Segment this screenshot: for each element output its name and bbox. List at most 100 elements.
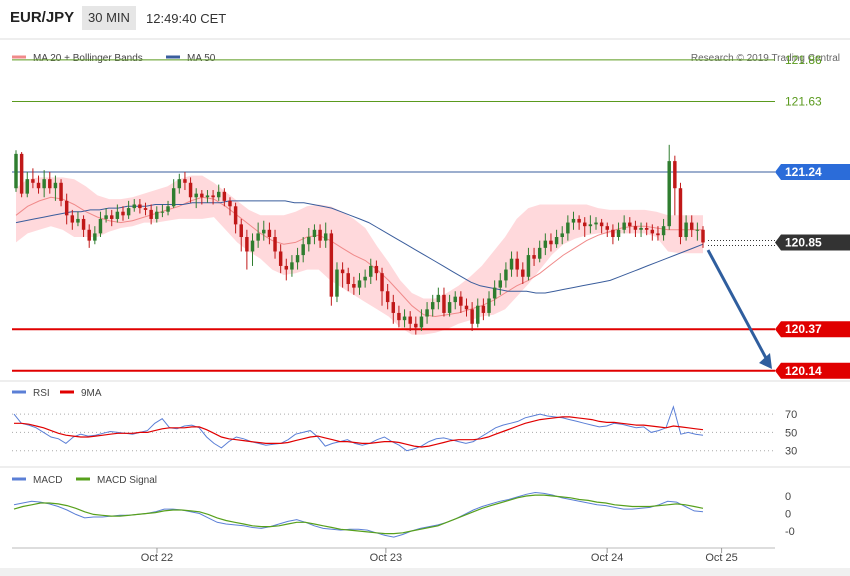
candle-body [639, 227, 643, 230]
macd-legend-label: MACD [33, 475, 62, 486]
candle-body [104, 215, 108, 219]
rsi-line [13, 405, 704, 452]
candle-body [59, 182, 63, 201]
rsi-tick-label: 50 [785, 427, 797, 439]
candle-body [402, 316, 407, 321]
candle-body [594, 222, 598, 225]
candle-body [588, 224, 593, 227]
candle-body [19, 153, 24, 194]
candle-body [93, 233, 97, 241]
candle-body [256, 233, 260, 241]
candle-body [470, 309, 474, 324]
candle-body [228, 200, 232, 207]
candle-body [695, 229, 700, 231]
macd-legend-label: MACD Signal [97, 475, 157, 486]
candle-body [363, 276, 367, 281]
candle-body [357, 280, 362, 288]
candle-body [476, 305, 480, 324]
candle-body [487, 298, 491, 313]
price-legend-label: MA 20 + Bollinger Bands [33, 53, 143, 64]
ma50-price-tag [775, 163, 850, 180]
last-price-tag [775, 234, 850, 251]
candle-body [36, 182, 41, 189]
candle-body [633, 226, 638, 230]
candle-body [278, 251, 283, 266]
target-price-label: 121.86 [785, 53, 822, 67]
candle-body [109, 215, 114, 219]
candle-body [436, 294, 441, 303]
candle-body [188, 182, 193, 198]
candle-body [481, 305, 486, 313]
candle-body [560, 233, 564, 238]
candle-body [126, 208, 131, 216]
candle-body [414, 323, 418, 328]
candle-body [498, 280, 503, 288]
horizontal-scrollbar[interactable] [0, 568, 850, 576]
candle-body [430, 302, 435, 310]
timeframe-selector[interactable]: 30 MIN [82, 6, 136, 30]
candle-body [53, 182, 58, 189]
candle-body [459, 296, 463, 306]
candle-body [239, 224, 243, 238]
candle-body [155, 211, 159, 219]
candle-body [171, 188, 176, 207]
price-legend-label: MA 50 [187, 53, 216, 64]
candle-body [138, 204, 142, 209]
candle-body [295, 255, 300, 263]
forecast-arrow-shaft [706, 249, 769, 361]
candle-body [408, 316, 412, 324]
candle-body [690, 222, 694, 230]
candle-body [566, 222, 570, 234]
candle-body [616, 229, 621, 238]
macd-tick-label: 0 [785, 491, 791, 503]
candle-body [543, 240, 548, 248]
ma20-line [15, 196, 703, 318]
candle-body [81, 218, 86, 230]
candle-body [312, 229, 317, 238]
candle-body [183, 179, 187, 183]
candle-body [301, 244, 305, 256]
candle-body [200, 193, 204, 198]
candle-body [245, 237, 249, 252]
ma50-line [15, 200, 704, 294]
rsi-tick-label: 30 [785, 446, 797, 458]
candle-body [177, 179, 182, 189]
last-price-label: 120.85 [785, 235, 822, 249]
target-price-label: 121.63 [785, 94, 822, 108]
x-axis-label: Oct 23 [370, 552, 402, 564]
candle-body [537, 247, 542, 259]
candle-body [233, 206, 238, 225]
macd-signal-line [13, 494, 704, 535]
candle-body [70, 215, 75, 223]
candle-body [262, 229, 266, 234]
candle-body [380, 273, 384, 292]
candle-body [425, 309, 429, 317]
candle-body [599, 222, 604, 227]
candle-body [605, 226, 610, 230]
candle-body [667, 161, 671, 227]
candle-body [521, 269, 525, 277]
symbol-label[interactable]: EUR/JPY [10, 9, 75, 26]
candle-body [98, 218, 103, 234]
candle-body [577, 218, 581, 223]
support-price-tag [775, 321, 850, 338]
candle-body [14, 153, 18, 189]
candle-body [622, 222, 626, 230]
rsi-legend-label: RSI [33, 388, 50, 399]
candle-body [526, 255, 531, 277]
candle-body [583, 222, 587, 227]
candle-body [64, 200, 69, 216]
candle-body [464, 305, 469, 310]
candle-body [442, 294, 446, 313]
candle-body [391, 302, 396, 313]
candle-body [611, 229, 615, 238]
candle-body [216, 191, 221, 198]
candle-body [194, 193, 198, 198]
candle-body [656, 233, 660, 236]
candle-body [267, 229, 272, 238]
support-price-tag [775, 362, 850, 379]
candle-body [132, 204, 136, 209]
candle-body [211, 195, 215, 198]
candle-body [628, 222, 632, 227]
